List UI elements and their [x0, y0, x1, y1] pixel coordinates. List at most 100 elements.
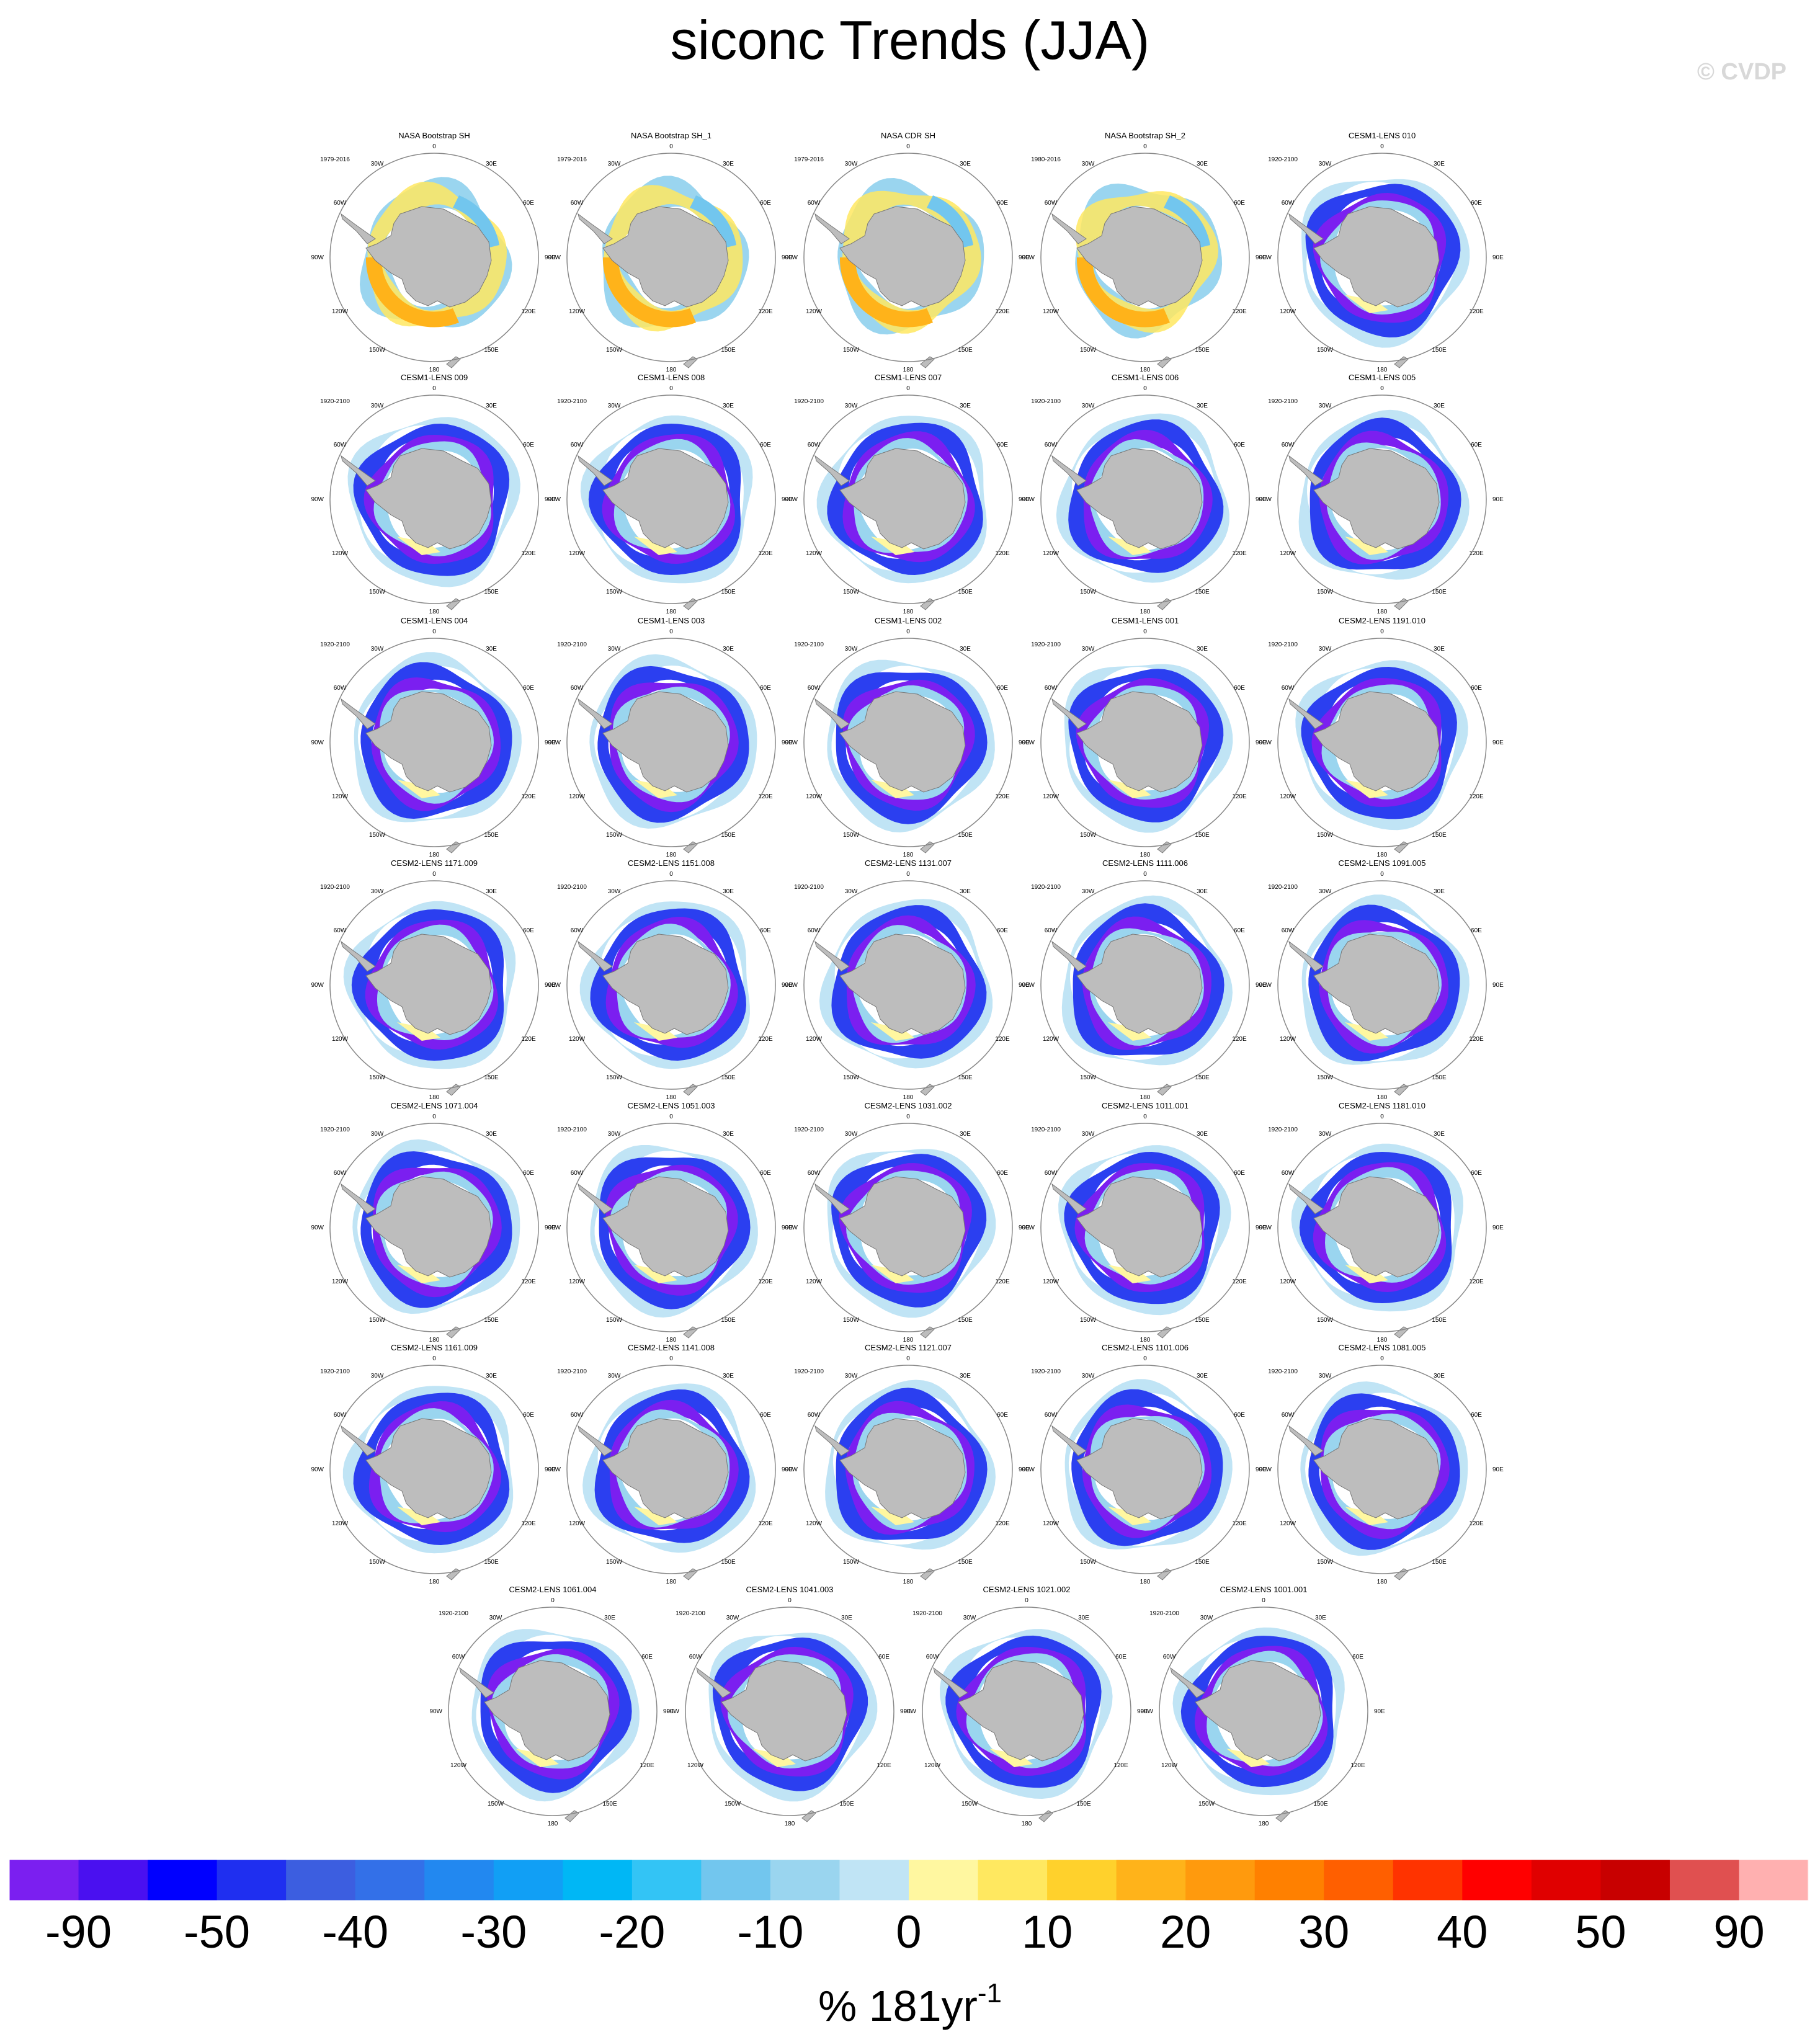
antarctica-landmass [1313, 691, 1440, 793]
south-america-tip [696, 1667, 731, 1698]
map-panel: CESM2-LENS 1161.009 1920-2100 0 30W 30E 60W 60… [311, 1343, 556, 1585]
longitude-label: 120E [1232, 550, 1247, 557]
longitude-label: 60E [1471, 200, 1482, 207]
antarctica-landmass [1076, 1176, 1203, 1278]
longitude-label: 120W [450, 1762, 467, 1769]
longitude-label: 120W [1043, 1520, 1059, 1527]
longitude-label: 90E [1256, 496, 1267, 503]
map-panel: CESM2-LENS 1031.002 1920-2100 0 30W 30E 60W 60… [785, 1101, 1030, 1344]
ice-trend-band-negative [1164, 195, 1210, 248]
longitude-label: 90W [785, 496, 798, 503]
ice-trend-band-strong-positive [839, 257, 933, 328]
longitude-label: 150W [369, 1559, 386, 1566]
longitude-label: 120E [521, 550, 536, 557]
longitude-label: 120W [1161, 1762, 1178, 1769]
longitude-label: 120W [687, 1762, 704, 1769]
longitude-label: 180 [1377, 1579, 1388, 1585]
panel-period: 1920-2100 [794, 1126, 824, 1133]
longitude-label: 120W [1280, 1278, 1296, 1285]
longitude-label: 60W [808, 442, 821, 448]
map-boundary [566, 638, 776, 847]
longitude-label: 0 [1143, 1113, 1147, 1120]
south-america-tip [814, 1183, 850, 1215]
ice-trend-patch-positive [634, 537, 677, 555]
panel-title: CESM2-LENS 1071.004 [391, 1101, 478, 1110]
colorbar-label: % 181yr-1 [818, 1978, 1002, 2030]
panel-period: 1920-2100 [1031, 398, 1061, 405]
antarctica-landmass [721, 1660, 847, 1762]
longitude-label: 90E [1019, 739, 1030, 746]
longitude-label: 180 [429, 608, 440, 615]
south-america-tip [341, 940, 376, 972]
longitude-label: 120E [995, 308, 1010, 315]
longitude-label: 30W [1319, 646, 1332, 653]
longitude-label: 0 [1143, 385, 1147, 392]
longitude-label: 120W [806, 793, 823, 800]
longitude-label: 30E [1434, 1373, 1445, 1380]
longitude-label: 90W [785, 1224, 798, 1231]
panel-title: CESM2-LENS 1051.003 [628, 1101, 715, 1110]
longitude-label: 0 [906, 143, 910, 150]
panel-period: 1920-2100 [794, 641, 824, 648]
panel-title: CESM1-LENS 008 [638, 373, 705, 382]
longitude-label: 30E [723, 646, 734, 653]
longitude-label: 150W [1080, 832, 1097, 839]
colorbar-swatch [701, 1860, 771, 1901]
longitude-label: 90W [548, 1224, 561, 1231]
longitude-label: 60W [1282, 685, 1295, 692]
south-america-tip [1051, 213, 1087, 244]
longitude-label: 60E [1471, 442, 1482, 448]
longitude-label: 30E [960, 888, 971, 895]
longitude-label: 60E [997, 927, 1008, 934]
longitude-label: 180 [903, 852, 914, 858]
longitude-label: 30E [486, 403, 497, 409]
longitude-label: 90W [1259, 739, 1272, 746]
longitude-label: 30E [1434, 646, 1445, 653]
panel-period: 1979-2016 [794, 156, 824, 163]
antarctica-landmass [365, 1176, 492, 1278]
longitude-label: 60W [1045, 1170, 1058, 1177]
longitude-label: 150W [961, 1801, 978, 1807]
longitude-label: 120W [569, 1036, 586, 1043]
longitude-label: 180 [1377, 608, 1388, 615]
longitude-label: 0 [1380, 871, 1384, 878]
south-america-tip [341, 698, 376, 729]
longitude-label: 90E [782, 982, 793, 989]
south-america-tip [1288, 698, 1324, 729]
panel-title: CESM1-LENS 004 [401, 616, 468, 625]
longitude-label: 0 [1380, 385, 1384, 392]
panel-period: 1920-2100 [1268, 156, 1298, 163]
longitude-label: 60W [571, 927, 584, 934]
panel-period: 1920-2100 [320, 1126, 350, 1133]
longitude-label: 0 [669, 628, 673, 635]
colorbar-tick-label: 20 [1160, 1906, 1211, 1958]
longitude-label: 0 [669, 1355, 673, 1362]
colorbar-tick-label: 40 [1437, 1906, 1488, 1958]
map-panel: CESM2-LENS 1081.005 1920-2100 0 30W 30E 60W 60… [1259, 1343, 1504, 1585]
longitude-label: 30E [723, 888, 734, 895]
longitude-label: 150E [484, 832, 499, 839]
longitude-label: 120W [332, 1036, 349, 1043]
panel-title: CESM2-LENS 1141.008 [628, 1343, 715, 1352]
ice-trend-patch-positive [989, 1749, 1033, 1767]
map-field [1298, 409, 1470, 580]
longitude-label: 90E [1492, 1224, 1504, 1231]
longitude-label: 180 [1140, 367, 1151, 373]
map-panel: CESM2-LENS 1011.001 1920-2100 0 30W 30E 60W 60… [1022, 1101, 1267, 1344]
longitude-label: 180 [548, 1821, 558, 1827]
longitude-label: 120W [332, 1278, 349, 1285]
panel-title: CESM2-LENS 1111.006 [1102, 858, 1188, 868]
longitude-label: 120E [758, 793, 773, 800]
panel-period: 1920-2100 [1268, 884, 1298, 891]
longitude-label: 150E [721, 1317, 736, 1324]
longitude-label: 120E [1232, 308, 1247, 315]
map-panel: CESM1-LENS 009 1920-2100 0 30W 30E 60W 60E 90W 9… [311, 373, 556, 615]
longitude-label: 120E [521, 793, 536, 800]
map-boundary [1040, 638, 1250, 847]
panel-title: CESM2-LENS 1151.008 [628, 858, 715, 868]
colorbar-label-exponent: -1 [978, 1978, 1002, 2008]
longitude-label: 30W [1200, 1615, 1213, 1621]
ice-trend-band-strong-positive [365, 257, 459, 328]
map-field [580, 415, 753, 584]
